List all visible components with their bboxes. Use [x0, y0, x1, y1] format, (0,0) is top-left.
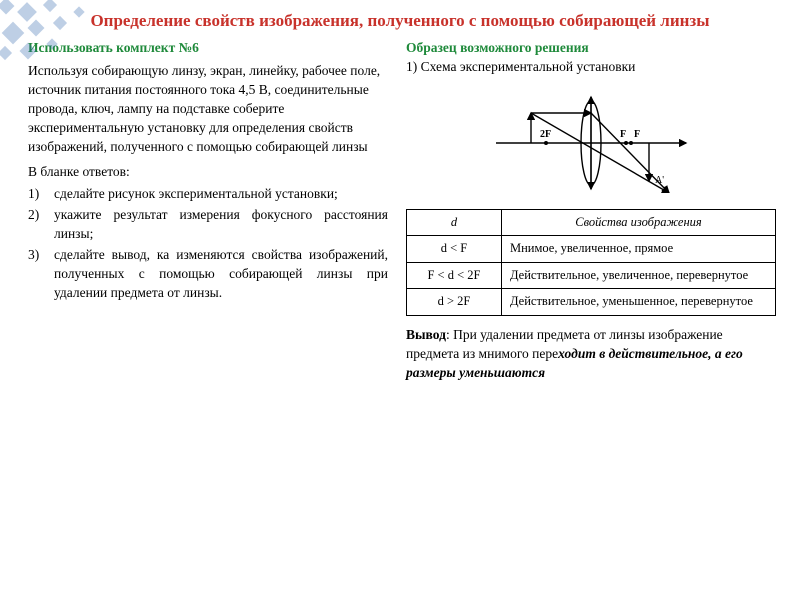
svg-text:F: F	[634, 129, 640, 140]
step-text: сделайте вывод, ка изменяются свойства и…	[54, 246, 388, 303]
table-row: F < d < 2F Действительное, увеличенное, …	[407, 262, 776, 289]
svg-text:2F: 2F	[540, 129, 551, 140]
step-text: сделайте рисунок экспериментальной устан…	[54, 185, 388, 204]
step-item: 3)сделайте вывод, ка изменяются свойства…	[28, 246, 388, 303]
blank-intro: В бланке ответов:	[28, 163, 388, 182]
table-header: d	[407, 209, 502, 236]
lens-diagram-svg: 2F FF A'	[491, 83, 691, 193]
properties-table: d Свойства изображения d < F Мнимое, уве…	[406, 209, 776, 316]
table-cell: Действительное, уменьшенное, перевернуто…	[502, 289, 776, 316]
conclusion: Вывод: При удалении предмета от линзы из…	[406, 326, 776, 383]
table-header-row: d Свойства изображения	[407, 209, 776, 236]
left-column: Использовать комплект №6 Используя собир…	[28, 39, 388, 382]
table-row: d < F Мнимое, увеличенное, прямое	[407, 236, 776, 263]
steps-list: 1)сделайте рисунок экспериментальной уст…	[28, 185, 388, 302]
kit-line: Использовать комплект №6	[28, 39, 388, 58]
step-number: 2)	[28, 206, 54, 244]
table-cell: d > 2F	[407, 289, 502, 316]
page-title: Определение свойств изображения, получен…	[0, 0, 800, 39]
step-item: 2)укажите результат измерения фокусного …	[28, 206, 388, 244]
scheme-line: 1) Схема экспериментальной установки	[406, 58, 776, 77]
table-cell: F < d < 2F	[407, 262, 502, 289]
table-row: d > 2F Действительное, уменьшенное, пере…	[407, 289, 776, 316]
svg-text:A': A'	[655, 175, 664, 186]
step-text: укажите результат измерения фокусного ра…	[54, 206, 388, 244]
task-text: Используя собирающую линзу, экран, линей…	[28, 62, 388, 156]
table-cell: d < F	[407, 236, 502, 263]
table-cell: Мнимое, увеличенное, прямое	[502, 236, 776, 263]
content-area: Использовать комплект №6 Используя собир…	[0, 39, 800, 392]
svg-text:F: F	[620, 129, 626, 140]
table-header: Свойства изображения	[502, 209, 776, 236]
table-cell: Действительное, увеличенное, перевернуто…	[502, 262, 776, 289]
step-number: 1)	[28, 185, 54, 204]
right-column: Образец возможного решения 1) Схема эксп…	[406, 39, 776, 382]
conclusion-lead: Вывод	[406, 327, 446, 342]
step-number: 3)	[28, 246, 54, 303]
lens-diagram: 2F FF A'	[406, 83, 776, 199]
sample-header: Образец возможного решения	[406, 39, 776, 58]
step-item: 1)сделайте рисунок экспериментальной уст…	[28, 185, 388, 204]
